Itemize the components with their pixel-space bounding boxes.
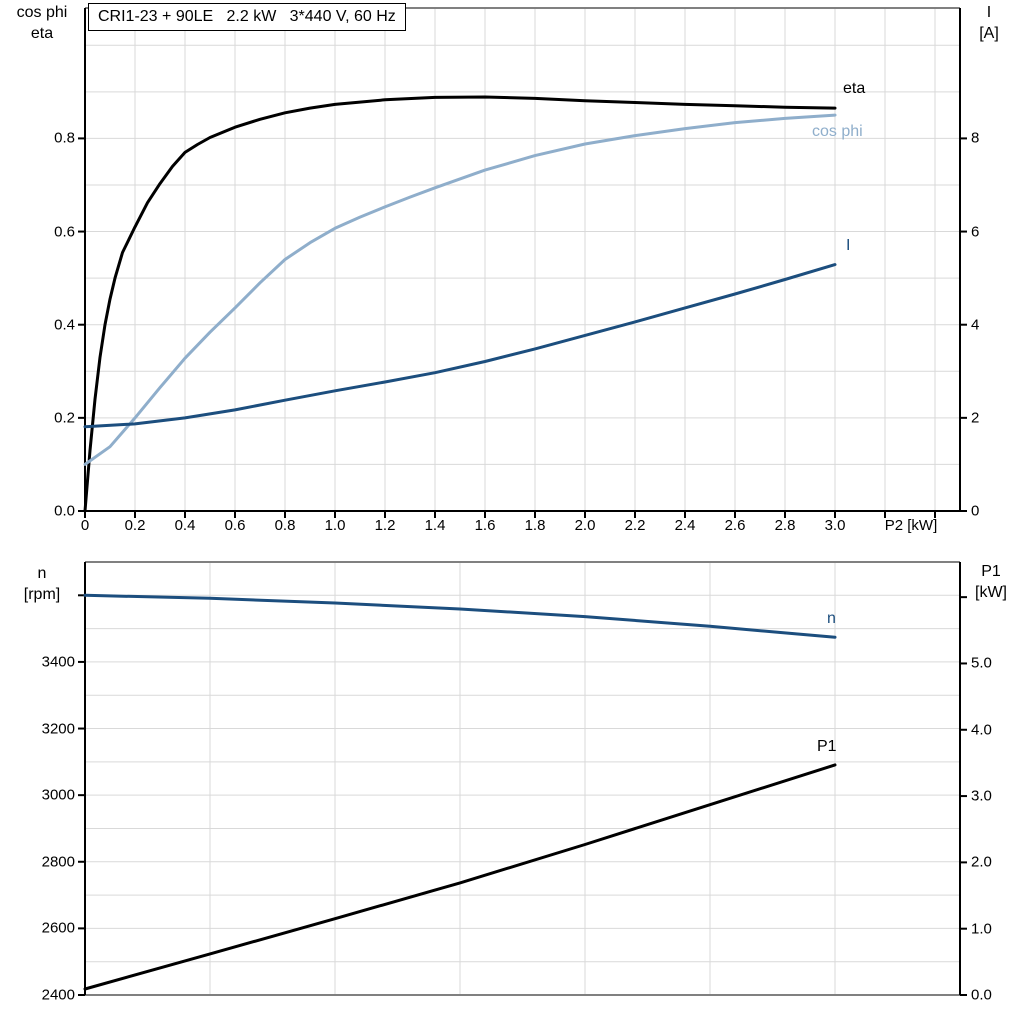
tick-label: 0.4 — [54, 316, 75, 334]
tick-label: 0.8 — [54, 129, 75, 147]
tick-label: 1.6 — [474, 517, 496, 534]
p1-curve-label: P1 — [817, 738, 837, 755]
cos-phi-curve — [83, 113, 837, 466]
axis-label-current: I — [986, 4, 992, 21]
tick-label: 2600 — [41, 919, 75, 937]
tick-label: 1.0 — [324, 517, 346, 534]
tick-label: 4 — [971, 316, 980, 334]
speed-curve-label: n — [827, 610, 836, 627]
bottom-plot — [78, 561, 967, 996]
I-curve — [83, 263, 837, 429]
axis-label-p1: P1 — [981, 563, 1001, 580]
tick-label: 6 — [971, 223, 980, 241]
tick-label: 3000 — [41, 786, 75, 804]
tick-label: 0.2 — [54, 409, 75, 427]
tick-label: 2800 — [41, 853, 75, 871]
tick-label: 2.0 — [971, 853, 992, 871]
tick-label: 2.4 — [674, 517, 696, 534]
tick-label: 2 — [971, 409, 980, 427]
tick-label: 0.8 — [274, 517, 296, 534]
eta-curve-label: eta — [843, 80, 866, 97]
chart-title-box: CRI1-23 + 90LE 2.2 kW 3*440 V, 60 Hz — [88, 3, 406, 31]
tick-label: 2400 — [41, 986, 75, 1004]
tick-label: 0.0 — [54, 502, 75, 520]
n-curve — [83, 593, 837, 639]
tick-label: 2.6 — [724, 517, 746, 534]
tick-label: 0.0 — [971, 986, 992, 1004]
x-axis-label: P2 [kW] — [884, 517, 938, 534]
axis-label-kw-unit: [kW] — [975, 584, 1007, 601]
bottom-left-axis-label: n [rpm] — [2, 563, 82, 605]
axis-label-n: n — [37, 565, 47, 582]
eta-curve — [83, 95, 837, 513]
tick-label: 1.2 — [374, 517, 396, 534]
tick-label: 0.6 — [224, 517, 246, 534]
top-left-axis-label: cos phi eta — [2, 2, 82, 44]
tick-label: 3.0 — [971, 787, 992, 805]
tick-label: 2.8 — [774, 517, 796, 534]
axis-label-cos-phi: cos phi — [16, 4, 68, 21]
axis-label-eta: eta — [30, 25, 54, 42]
tick-label: 5.0 — [971, 654, 992, 672]
current-curve-label: I — [846, 237, 851, 254]
top-right-axis-label: I [A] — [963, 2, 1015, 44]
tick-label: 0 — [971, 502, 980, 520]
tick-label: 4.0 — [971, 721, 992, 739]
tick-label: 1.8 — [524, 517, 546, 534]
tick-label: 1.0 — [971, 920, 992, 938]
P1-curve — [83, 763, 837, 991]
cos-phi-curve-label: cos phi — [812, 123, 863, 140]
tick-label: 2.2 — [624, 517, 646, 534]
tick-label: 0 — [80, 517, 90, 534]
tick-label: 0.2 — [124, 517, 146, 534]
axis-label-ampere-unit: [A] — [979, 25, 999, 42]
tick-label: 2.0 — [574, 517, 596, 534]
tick-label: 8 — [971, 129, 980, 147]
axis-label-rpm-unit: [rpm] — [23, 586, 61, 603]
tick-label: 3.0 — [824, 517, 846, 534]
tick-label: 3400 — [41, 653, 75, 671]
tick-label: 3200 — [41, 720, 75, 738]
top-plot — [78, 7, 967, 518]
bottom-right-axis-label: P1 [kW] — [963, 561, 1019, 603]
tick-label: 0.6 — [54, 223, 75, 241]
tick-label: 1.4 — [424, 517, 446, 534]
tick-label: 0.4 — [174, 517, 196, 534]
